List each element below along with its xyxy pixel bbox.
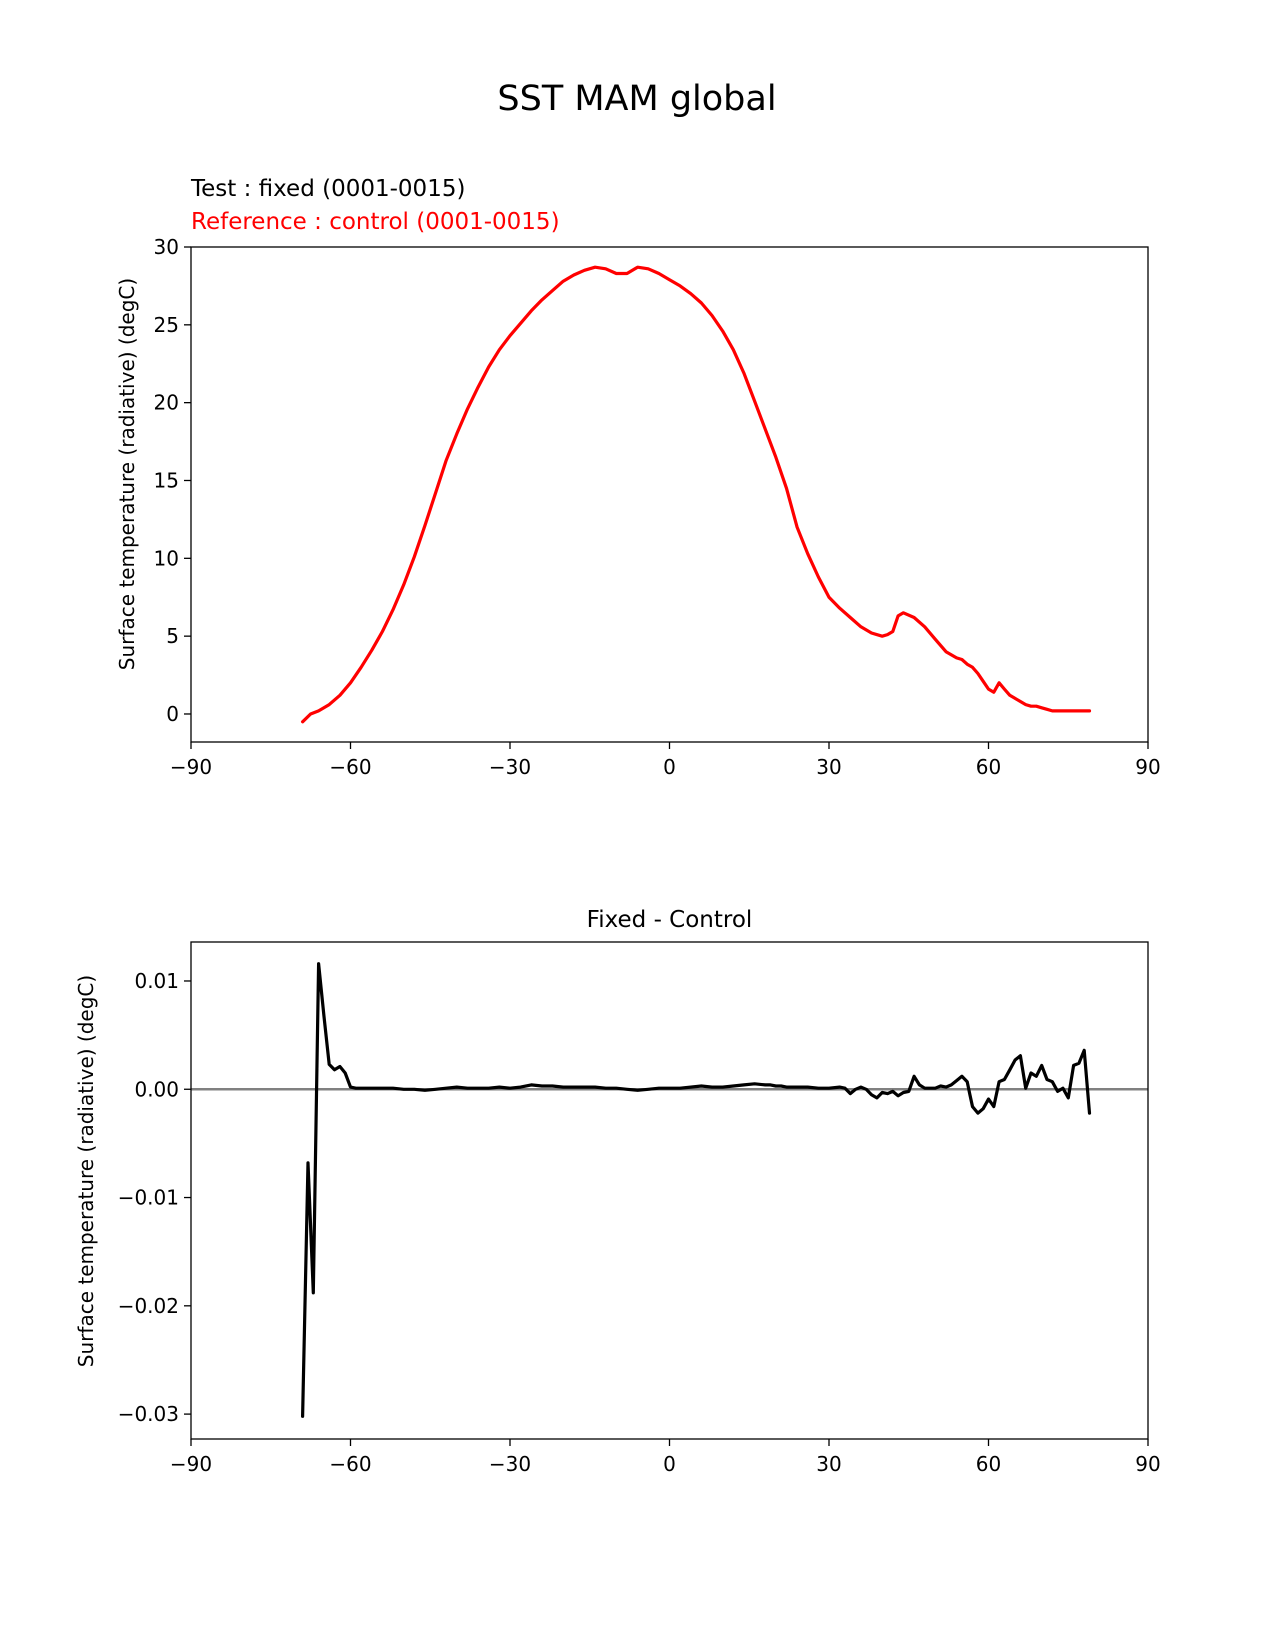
top-series-line-0 — [301, 265, 1092, 724]
bottom-ylabel: Surface temperature (radiative) (degC) — [74, 975, 98, 1367]
top-ytick-label: 20 — [154, 391, 179, 415]
bottom-xtick-label: 0 — [663, 1452, 676, 1476]
top-xtick-label: −30 — [489, 755, 531, 779]
top-y-axis: 0 5 10 15 20 25 30 — [154, 235, 191, 726]
bottom-plot-frame — [190, 941, 1149, 1440]
top-xtick-label: 90 — [1135, 755, 1160, 779]
figure-title: SST MAM global — [497, 79, 776, 119]
bottom-series-line-0 — [301, 962, 1092, 1418]
top-plot-frame — [190, 246, 1149, 743]
top-ytick-label: 10 — [154, 546, 179, 570]
top-ytick-label: 15 — [154, 468, 179, 492]
bottom-xtick-label: −60 — [329, 1452, 371, 1476]
bottom-ytick-label: 0.01 — [134, 969, 179, 993]
difference-panel: Fixed - Control Surface temperature (rad… — [74, 907, 1161, 1476]
top-xtick-label: 0 — [663, 755, 676, 779]
top-xtick-label: 30 — [816, 755, 841, 779]
top-xtick-label: 60 — [976, 755, 1001, 779]
bottom-xtick-label: 90 — [1135, 1452, 1160, 1476]
bottom-xtick-label: 60 — [976, 1452, 1001, 1476]
top-ytick-label: 25 — [154, 313, 179, 337]
bottom-xtick-label: 30 — [816, 1452, 841, 1476]
top-x-axis: −90 −60 −30 0 30 60 90 — [170, 742, 1161, 779]
bottom-title: Fixed - Control — [587, 907, 753, 933]
bottom-xtick-label: −30 — [489, 1452, 531, 1476]
top-ytick-label: 0 — [166, 702, 179, 726]
top-ytick-label: 30 — [154, 235, 179, 259]
climatology-panel: Test : fixed (0001-0015) Reference : con… — [115, 176, 1161, 779]
bottom-ytick-label: −0.02 — [118, 1294, 179, 1318]
bottom-ytick-label: −0.03 — [118, 1402, 179, 1426]
top-xtick-label: −90 — [170, 755, 212, 779]
bottom-xtick-label: −90 — [170, 1452, 212, 1476]
bottom-ytick-label: −0.01 — [118, 1186, 179, 1210]
top-xtick-label: −60 — [329, 755, 371, 779]
reference-label: Reference : control (0001-0015) — [191, 209, 560, 235]
bottom-plot-lines — [191, 962, 1148, 1418]
bottom-ytick-label: 0.00 — [134, 1077, 179, 1101]
test-label: Test : fixed (0001-0015) — [190, 176, 465, 202]
top-plot-lines — [301, 265, 1092, 724]
bottom-y-axis: −0.03 −0.02 −0.01 0.00 0.01 — [118, 969, 191, 1426]
top-ylabel: Surface temperature (radiative) (degC) — [115, 278, 139, 670]
top-ytick-label: 5 — [166, 624, 179, 648]
bottom-x-axis: −90 −60 −30 0 30 60 90 — [170, 1439, 1161, 1476]
